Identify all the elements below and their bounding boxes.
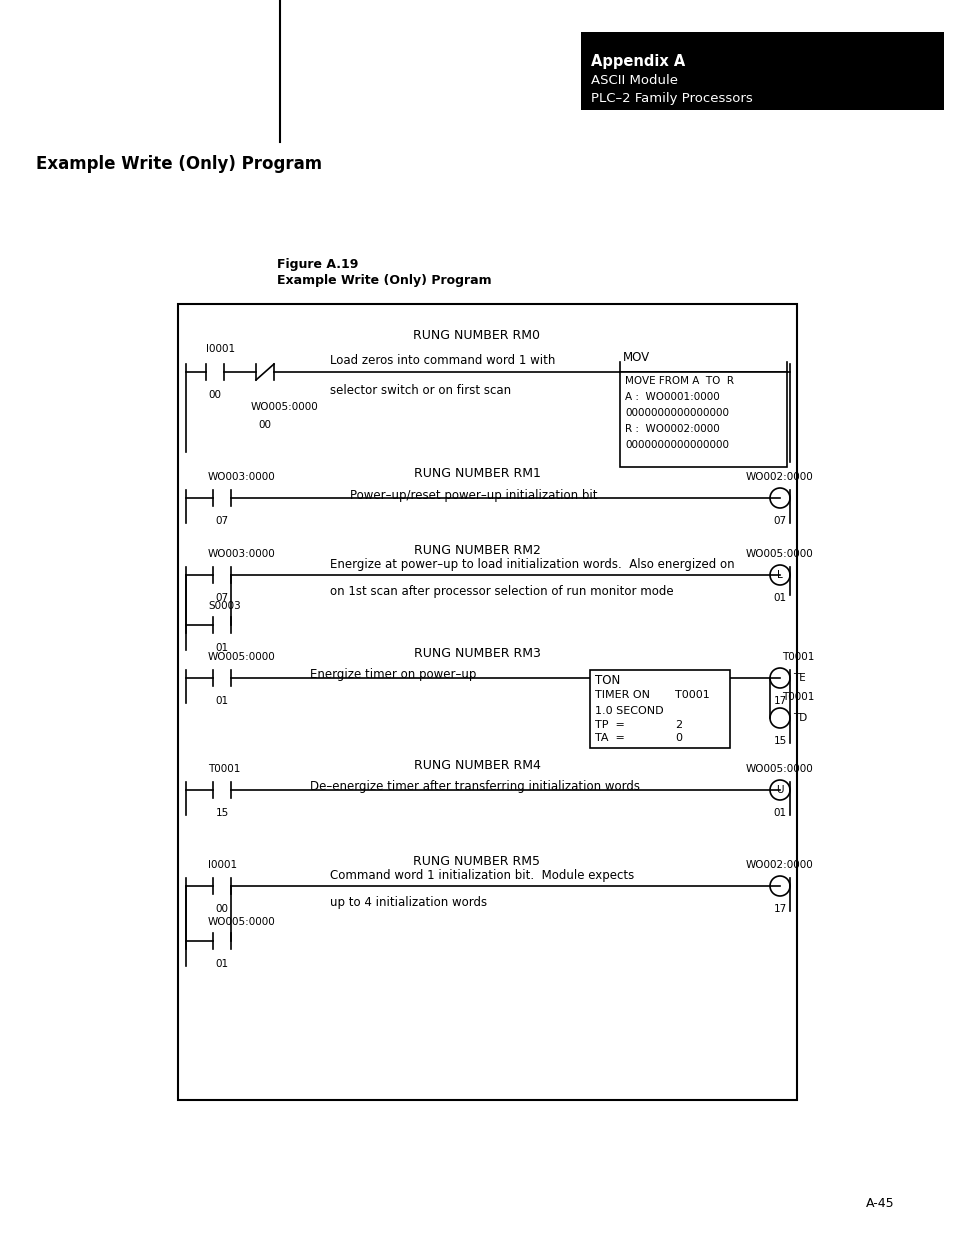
Text: U: U [776, 785, 783, 795]
Text: TD: TD [792, 713, 806, 722]
Text: 0: 0 [675, 734, 681, 743]
Text: WO002:0000: WO002:0000 [745, 472, 813, 482]
Text: De–energize timer after transferring initialization words: De–energize timer after transferring ini… [310, 781, 639, 794]
Text: selector switch or on first scan: selector switch or on first scan [330, 384, 511, 396]
Text: WO005:0000: WO005:0000 [251, 403, 318, 412]
Text: T0001: T0001 [675, 690, 709, 700]
Text: WO003:0000: WO003:0000 [208, 550, 275, 559]
Text: TON: TON [595, 674, 619, 687]
Text: 00: 00 [258, 420, 272, 430]
Text: 1.0 SECOND: 1.0 SECOND [595, 706, 663, 716]
Text: 01: 01 [215, 643, 229, 653]
Text: Figure A.19: Figure A.19 [276, 258, 358, 270]
Text: 01: 01 [773, 808, 785, 818]
Text: 17: 17 [773, 697, 786, 706]
Text: PLC–2 Family Processors: PLC–2 Family Processors [590, 91, 752, 105]
Text: up to 4 initialization words: up to 4 initialization words [330, 897, 487, 909]
Text: TP  =: TP = [595, 720, 624, 730]
Text: RUNG NUMBER RM0: RUNG NUMBER RM0 [413, 329, 540, 342]
Text: TIMER ON: TIMER ON [595, 690, 649, 700]
Text: TE: TE [792, 673, 805, 683]
Text: Energize timer on power–up: Energize timer on power–up [310, 668, 476, 682]
Text: Example Write (Only) Program: Example Write (Only) Program [276, 274, 491, 287]
Text: 0000000000000000: 0000000000000000 [624, 408, 728, 417]
Text: R :  WO0002:0000: R : WO0002:0000 [624, 424, 719, 433]
Text: 01: 01 [215, 697, 229, 706]
Text: RUNG NUMBER RM4: RUNG NUMBER RM4 [414, 760, 539, 772]
Text: MOV: MOV [622, 351, 649, 364]
Text: RUNG NUMBER RM1: RUNG NUMBER RM1 [414, 467, 539, 480]
Bar [619, 372, 786, 467]
Text: T0001: T0001 [781, 652, 814, 662]
Text: WO005:0000: WO005:0000 [745, 550, 813, 559]
Text: WO002:0000: WO002:0000 [745, 860, 813, 869]
Text: WO005:0000: WO005:0000 [208, 918, 275, 927]
Text: 07: 07 [773, 516, 785, 526]
Bar [580, 32, 943, 110]
Text: I0001: I0001 [208, 860, 237, 869]
Text: TA  =: TA = [595, 734, 624, 743]
Text: Load zeros into command word 1 with: Load zeros into command word 1 with [330, 354, 555, 367]
Text: WO005:0000: WO005:0000 [208, 652, 275, 662]
Text: 01: 01 [773, 593, 785, 603]
Text: Example Write (Only) Program: Example Write (Only) Program [36, 156, 322, 173]
Text: Command word 1 initialization bit.  Module expects: Command word 1 initialization bit. Modul… [330, 869, 634, 882]
Text: 15: 15 [773, 736, 786, 746]
Text: 07: 07 [215, 516, 229, 526]
Text: WO005:0000: WO005:0000 [745, 764, 813, 774]
Text: 07: 07 [215, 593, 229, 603]
Text: RUNG NUMBER RM2: RUNG NUMBER RM2 [414, 543, 539, 557]
Text: A-45: A-45 [864, 1197, 893, 1210]
Text: Energize at power–up to load initialization words.  Also energized on: Energize at power–up to load initializat… [330, 558, 734, 571]
Text: 17: 17 [773, 904, 786, 914]
Text: on 1st scan after processor selection of run monitor mode: on 1st scan after processor selection of… [330, 585, 673, 598]
Text: T0001: T0001 [208, 764, 240, 774]
Text: MOVE FROM A  TO  R: MOVE FROM A TO R [624, 375, 733, 387]
Text: L: L [777, 571, 782, 580]
Text: RUNG NUMBER RM5: RUNG NUMBER RM5 [413, 855, 540, 868]
Text: 15: 15 [215, 808, 229, 818]
Text: 00: 00 [209, 390, 221, 400]
Text: ASCII Module: ASCII Module [590, 74, 678, 86]
Bar [178, 304, 796, 1100]
Text: 0000000000000000: 0000000000000000 [624, 440, 728, 450]
Text: RUNG NUMBER RM3: RUNG NUMBER RM3 [414, 647, 539, 659]
Text: 00: 00 [215, 904, 229, 914]
Bar [589, 671, 729, 748]
Text: WO003:0000: WO003:0000 [208, 472, 275, 482]
Text: T0001: T0001 [781, 692, 814, 701]
Text: Appendix A: Appendix A [590, 54, 684, 69]
Text: I0001: I0001 [206, 345, 234, 354]
Text: 01: 01 [215, 960, 229, 969]
Text: 2: 2 [675, 720, 681, 730]
Text: A :  WO0001:0000: A : WO0001:0000 [624, 391, 719, 403]
Text: S0003: S0003 [208, 601, 240, 611]
Text: Power–up/reset power–up initialization bit: Power–up/reset power–up initialization b… [350, 489, 597, 501]
